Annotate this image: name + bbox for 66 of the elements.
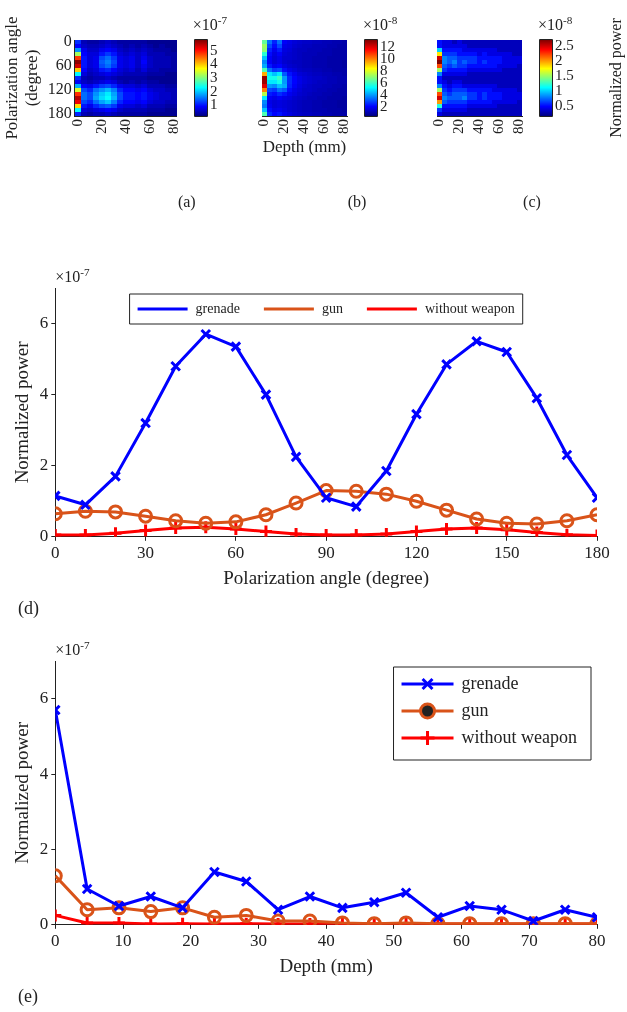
x-tick-label: 20 [182, 931, 200, 951]
color-bar-label: 2.5 [555, 36, 574, 53]
x-tick-label: 0 [255, 119, 272, 127]
x-tick-label: 60 [140, 119, 157, 134]
y-axis-title: Normalized power [11, 340, 33, 484]
y-tick-label: 6 [39, 313, 49, 333]
color-bar-title: Normalized power [607, 17, 625, 138]
x-tick-label: 20 [450, 119, 467, 134]
x-tick-label: 80 [588, 931, 606, 951]
x-tick-label: 180 [584, 543, 610, 563]
text: (d) [18, 598, 39, 619]
x-tick-label: 80 [510, 119, 527, 134]
x-tick-label: 50 [385, 931, 403, 951]
color-bar-label: 2 [210, 82, 218, 99]
legend-label: grenade [195, 300, 240, 316]
x-tick-label: 30 [249, 931, 267, 951]
text: (c) [523, 193, 541, 211]
x-tick-label: 70 [520, 931, 538, 951]
text: (b) [347, 193, 367, 211]
color-bar-label: 1 [210, 96, 218, 113]
y-axis-title: Normalized power [11, 721, 33, 864]
x-tick-label: 20 [275, 119, 292, 134]
legend-label: gun [321, 300, 343, 316]
legend-label: without weapon [424, 300, 515, 316]
y-tick-label: 60 [55, 56, 72, 74]
x-axis-title: Depth (mm) [279, 954, 373, 977]
x-tick-label: 40 [470, 119, 487, 134]
x-tick-label: 60 [227, 543, 245, 563]
x-tick-label: 40 [116, 119, 133, 134]
x-tick-label: 90 [317, 543, 335, 563]
x-tick-label: 40 [317, 931, 335, 951]
color-bar-label: 1.5 [555, 66, 574, 83]
x-axis-title: Depth (mm) [262, 136, 347, 156]
x-tick-label: 150 [493, 543, 520, 563]
color-bar-label: 2 [555, 51, 563, 68]
text: (e) [18, 986, 38, 1007]
x-tick-label: 60 [490, 119, 507, 134]
x-tick-label: 80 [335, 119, 352, 134]
y-tick-label: 6 [39, 688, 49, 708]
y-tick-label: 2 [39, 838, 49, 858]
x-axis-title: Polarization angle (degree) [223, 566, 430, 589]
color-bar-label: 1 [555, 81, 563, 98]
y-tick-label: 0 [39, 526, 49, 546]
x-tick-label: 120 [403, 543, 430, 563]
y-tick-label: 4 [39, 763, 49, 783]
x-tick-label: 0 [430, 119, 447, 127]
legend-label: gun [461, 699, 489, 720]
x-tick-label: 20 [92, 119, 109, 134]
x-tick-label: 10 [114, 931, 132, 951]
y-tick-label: 0 [39, 914, 49, 934]
y-tick-label: 4 [39, 384, 49, 404]
legend-label: grenade [461, 672, 519, 693]
y-tick-label: 2 [39, 455, 49, 475]
text: (a) [177, 193, 196, 211]
legend-label: without weapon [461, 726, 577, 747]
x-tick-label: 80 [164, 119, 181, 134]
x-tick-label: 0 [68, 119, 85, 127]
x-tick-label: 60 [315, 119, 332, 134]
x-tick-label: 40 [295, 119, 312, 134]
x-tick-label: 30 [137, 543, 155, 563]
y-tick-label: 120 [47, 80, 72, 98]
y-axis-title: Polarization angle (degree) [1, 16, 42, 140]
x-tick-label: 60 [453, 931, 471, 951]
color-bar-label: 5 [210, 41, 218, 58]
y-tick-label: 0 [63, 32, 72, 50]
color-bar-label: 0.5 [555, 96, 574, 113]
